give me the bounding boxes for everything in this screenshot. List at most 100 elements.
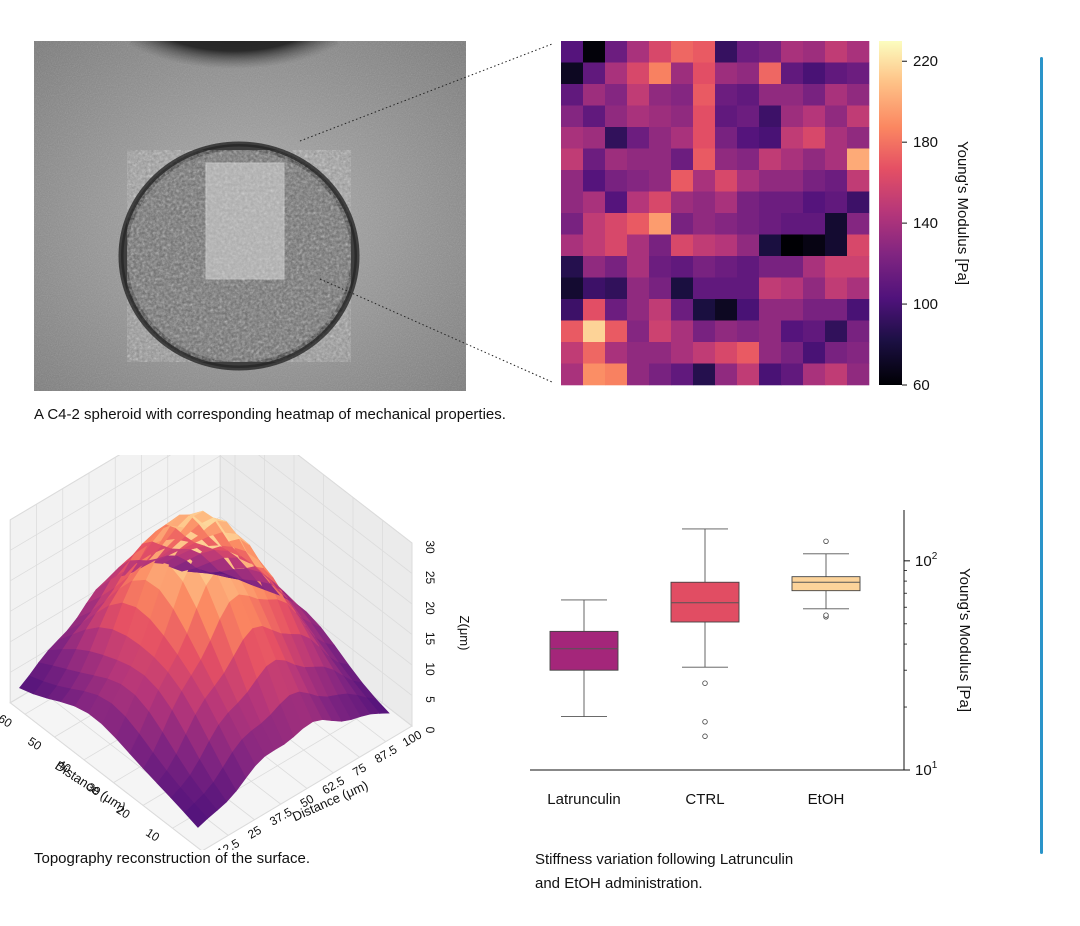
heatmap-cell (649, 363, 672, 386)
heatmap-cell (561, 256, 584, 278)
heatmap-cell (561, 170, 584, 192)
heatmap-cell (759, 41, 782, 63)
heatmap-cell (693, 170, 716, 192)
heatmap-cell (715, 213, 738, 235)
heatmap-cell (737, 277, 760, 300)
heatmap-cell (561, 105, 584, 128)
heatmap-cell (583, 41, 606, 63)
heatmap-cell (561, 363, 584, 386)
grid-line (220, 455, 413, 605)
colorbar-tick-label: 220 (913, 53, 938, 70)
heatmap-cell (737, 127, 760, 149)
heatmap-cell (737, 299, 760, 321)
grid-line (10, 455, 120, 521)
surface-mesh (19, 510, 390, 828)
heatmap-cell (671, 277, 694, 300)
heatmap-cell (627, 363, 650, 386)
grid-line (258, 455, 413, 574)
heatmap-cell (671, 234, 694, 257)
heatmap-cell (627, 84, 650, 106)
grid-line (10, 702, 202, 850)
heatmap-cell (803, 213, 826, 235)
heatmap-cell (561, 191, 584, 214)
heatmap-cell (715, 62, 738, 85)
topography-surface-plot: 012.52537.55062.57587.510001020304050600… (0, 455, 472, 850)
heatmap-cell (649, 148, 672, 171)
box (549, 630, 619, 671)
heatmap-cell (715, 84, 738, 106)
heatmap-cell (737, 363, 760, 386)
heatmap-cell (583, 299, 606, 321)
z-tick-label: 0 (423, 727, 437, 734)
heatmap-cell (693, 234, 716, 257)
heatmap-cell (825, 299, 848, 321)
box (670, 581, 740, 623)
heatmap-cell (671, 191, 694, 214)
heatmap-cell (803, 62, 826, 85)
heatmap-cell (803, 127, 826, 149)
heatmap-cell (561, 320, 584, 343)
heatmap-cell (627, 127, 650, 149)
heatmap-cell (649, 277, 672, 300)
heatmap-cell (693, 105, 716, 128)
heatmap-cell (803, 363, 826, 386)
heatmap-cell (583, 320, 606, 343)
heatmap-cell (561, 41, 584, 63)
heatmap-cell (583, 256, 606, 278)
heatmap-cell (781, 105, 804, 128)
heatmap-cell (759, 191, 782, 214)
heatmap-cell (671, 62, 694, 85)
heatmap-cell (583, 342, 606, 364)
stiffness-boxplot: 101 102 Latrunculin CTRL EtOH Young's Modulu… (530, 510, 973, 808)
spheroid-micrograph (34, 41, 466, 391)
heatmap-cell (583, 191, 606, 214)
z-tick-label: 20 (423, 601, 437, 615)
heatmap-cell (737, 62, 760, 85)
heatmap-cell (649, 256, 672, 278)
heatmap-cell (583, 105, 606, 128)
heatmap-cell (693, 320, 716, 343)
heatmap-cell (759, 277, 782, 300)
heatmap-cell (803, 84, 826, 106)
y-tick-label: 101 (915, 760, 938, 779)
heatmap-cell (759, 105, 782, 128)
heatmap-cell (737, 256, 760, 278)
category-label: EtOH (808, 791, 845, 808)
heatmap-cell (847, 277, 870, 300)
outlier-point (702, 733, 708, 739)
heatmap-cell (781, 342, 804, 364)
boxplot-marks (549, 528, 861, 739)
heatmap-cell (583, 363, 606, 386)
z-tick-label: 15 (423, 632, 437, 646)
heatmap-cell (605, 105, 628, 128)
heatmap-cell (561, 342, 584, 364)
heatmap-cell (693, 342, 716, 364)
heatmap-cell (649, 62, 672, 85)
heatmap-cell (605, 170, 628, 192)
heatmap-cell (847, 148, 870, 171)
heatmap-cell (583, 277, 606, 300)
heatmap-cell (561, 148, 584, 171)
vertical-scrollbar[interactable] (1040, 57, 1043, 854)
heatmap-cell (649, 127, 672, 149)
colorbar-tick-label: 60 (913, 377, 930, 394)
heatmap-cell (605, 213, 628, 235)
heatmap-cell (759, 363, 782, 386)
heatmap-cell (627, 105, 650, 128)
heatmap-cell (561, 299, 584, 321)
heatmap-cell (803, 148, 826, 171)
heatmap-cell (737, 41, 760, 63)
heatmap-cell (803, 170, 826, 192)
heatmap-cell (715, 320, 738, 343)
heatmap-cell (671, 84, 694, 106)
heatmap-cell (847, 105, 870, 128)
heatmap-cell (847, 127, 870, 149)
heatmap-cell (803, 105, 826, 128)
heatmap-cell (649, 342, 672, 364)
heatmap-cell (649, 41, 672, 63)
heatmap-cell (627, 62, 650, 85)
heatmap-cell (825, 277, 848, 300)
heatmap-cell (825, 363, 848, 386)
heatmap-cell (605, 363, 628, 386)
heatmap-cell (583, 62, 606, 85)
